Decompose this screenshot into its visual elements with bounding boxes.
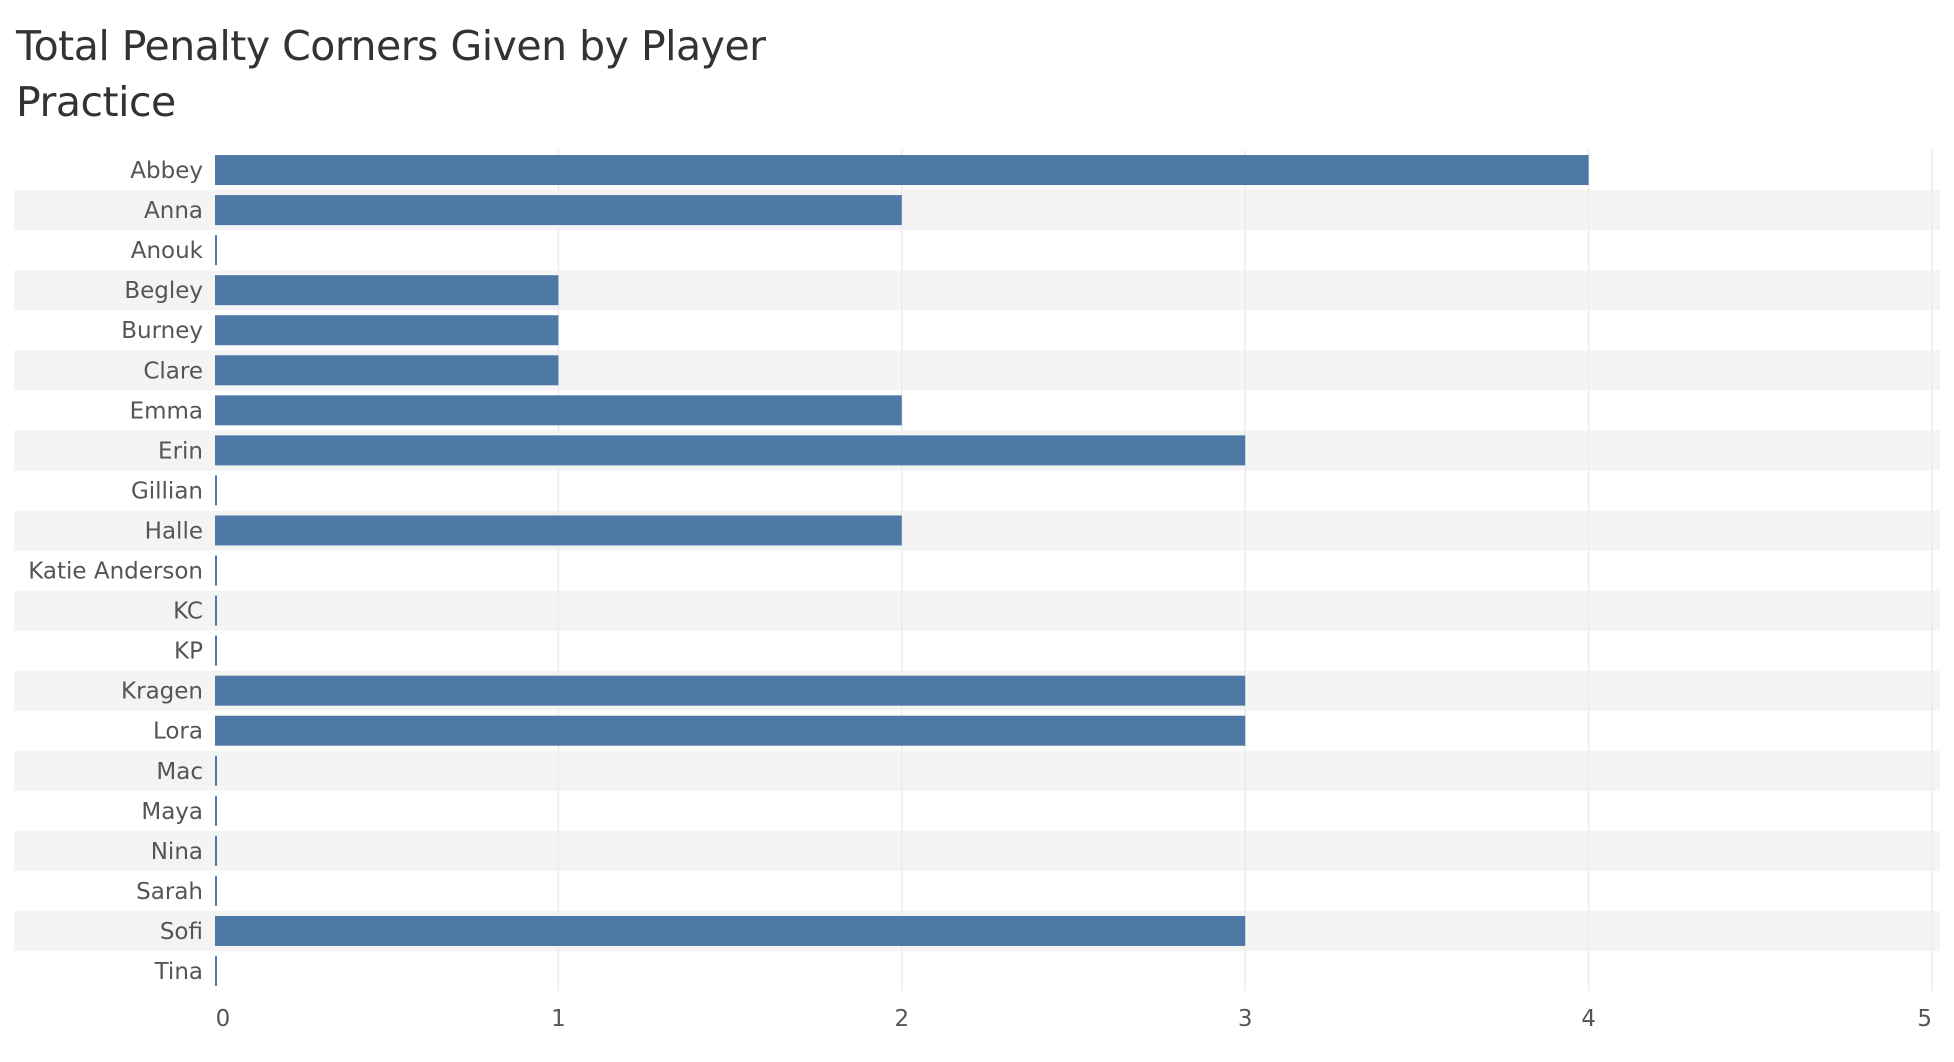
category-label: Clare bbox=[143, 358, 203, 384]
bar bbox=[215, 155, 1589, 186]
bar bbox=[215, 835, 217, 866]
category-labels: Abbey Anna Anouk Begley Burney Clare Emma Erin G… bbox=[28, 158, 203, 985]
row-band bbox=[14, 830, 1940, 871]
x-tick-label: 0 bbox=[216, 1006, 231, 1032]
bar bbox=[215, 755, 217, 786]
x-tick-label: 4 bbox=[1581, 1006, 1596, 1032]
bar bbox=[215, 555, 217, 586]
category-label: Abbey bbox=[130, 158, 203, 184]
bar bbox=[215, 435, 1246, 466]
category-label: KC bbox=[173, 599, 203, 625]
x-tick-label: 5 bbox=[1917, 1006, 1932, 1032]
bar bbox=[215, 355, 559, 386]
bar bbox=[215, 595, 217, 626]
row-band bbox=[14, 590, 1940, 631]
category-label: Kragen bbox=[121, 679, 203, 705]
category-label: Anna bbox=[144, 198, 203, 224]
bar bbox=[215, 675, 1246, 706]
bar bbox=[215, 195, 902, 226]
bar bbox=[215, 915, 1246, 946]
category-label: Mac bbox=[156, 759, 203, 785]
category-label: KP bbox=[174, 639, 203, 665]
x-tick-label: 3 bbox=[1238, 1006, 1253, 1032]
category-label: Anouk bbox=[131, 238, 204, 264]
category-label: Sofi bbox=[160, 919, 203, 945]
category-label: Katie Anderson bbox=[28, 559, 203, 585]
gridlines bbox=[557, 150, 1933, 992]
bar bbox=[215, 715, 1246, 746]
x-axis-ticks: 0 1 2 3 4 5 bbox=[216, 1006, 1932, 1032]
category-label: Lora bbox=[153, 719, 203, 745]
category-label: Emma bbox=[130, 398, 203, 424]
category-label: Sarah bbox=[136, 879, 203, 905]
bars bbox=[215, 155, 1589, 987]
x-tick-label: 2 bbox=[894, 1006, 909, 1032]
chart-title: Total Penalty Corners Given by Player bbox=[16, 22, 766, 70]
category-label: Nina bbox=[151, 839, 203, 865]
bar bbox=[215, 795, 217, 826]
category-label: Erin bbox=[158, 438, 203, 464]
bar bbox=[215, 395, 902, 426]
row-band bbox=[14, 750, 1940, 791]
bar bbox=[215, 515, 902, 546]
bar bbox=[215, 475, 217, 506]
bar bbox=[215, 315, 559, 346]
x-tick-label: 1 bbox=[551, 1006, 566, 1032]
category-label: Gillian bbox=[131, 478, 203, 504]
chart-title-block: Total Penalty Corners Given by Player Pr… bbox=[16, 18, 766, 130]
category-label: Halle bbox=[145, 518, 203, 544]
bar bbox=[215, 875, 217, 906]
category-label: Maya bbox=[141, 799, 203, 825]
bar bbox=[215, 235, 217, 266]
category-label: Begley bbox=[124, 278, 203, 304]
chart-subtitle: Practice bbox=[16, 78, 176, 126]
bar bbox=[215, 956, 217, 987]
category-label: Burney bbox=[121, 318, 203, 344]
bar bbox=[215, 635, 217, 666]
bar bbox=[215, 275, 559, 306]
category-label: Tina bbox=[154, 959, 203, 985]
